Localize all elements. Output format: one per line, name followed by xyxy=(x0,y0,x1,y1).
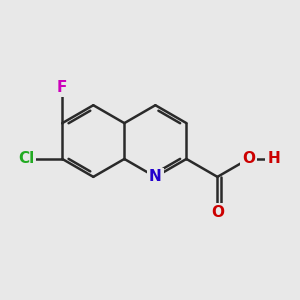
Text: H: H xyxy=(267,152,280,166)
Text: F: F xyxy=(57,80,68,95)
Text: N: N xyxy=(149,169,162,184)
Text: O: O xyxy=(211,205,224,220)
Text: O: O xyxy=(242,152,255,166)
Text: Cl: Cl xyxy=(18,152,34,166)
